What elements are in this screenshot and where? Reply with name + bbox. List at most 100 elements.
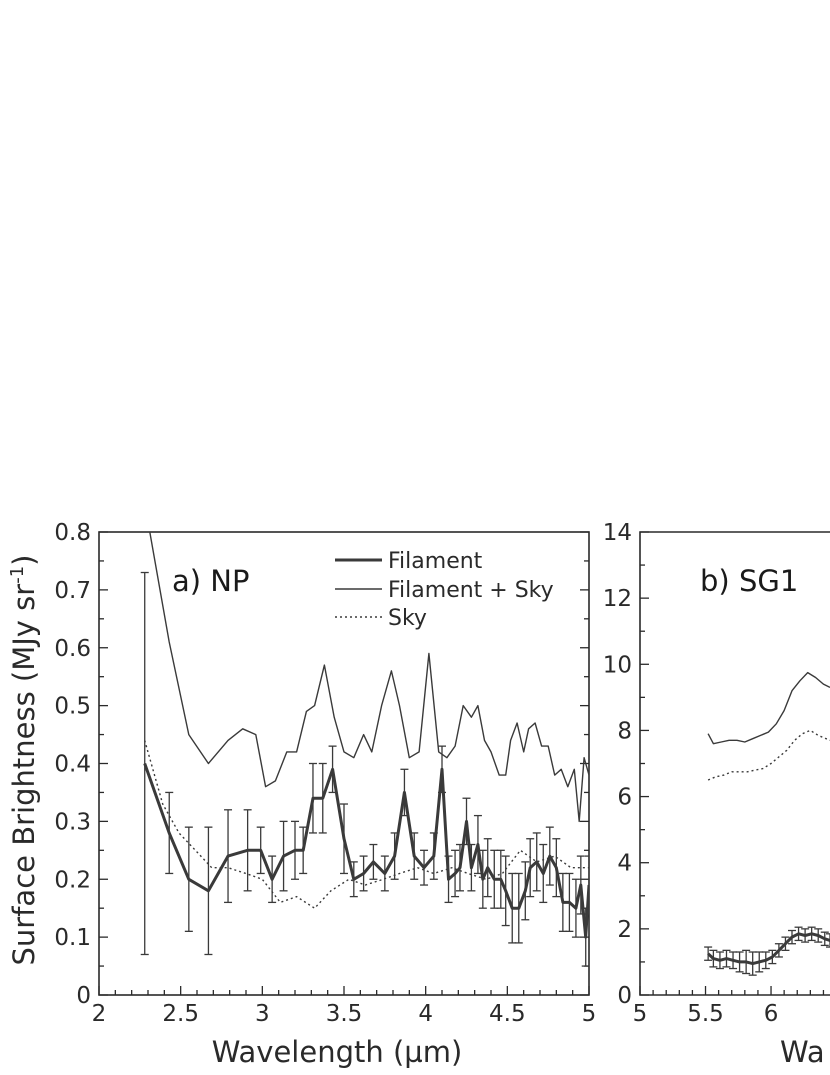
error-bar: [545, 826, 554, 886]
y-axis-title: Surface Brightness (MJy sr-1): [7, 555, 41, 966]
error-bar: [165, 791, 174, 875]
error-bar: [585, 855, 589, 915]
error-bar: [349, 861, 358, 898]
error-bar: [369, 843, 378, 880]
y-tick-label: 0.4: [54, 752, 91, 778]
legend-label-sky: Sky: [388, 606, 427, 631]
error-bar: [501, 855, 510, 927]
error-bar: [467, 843, 476, 892]
y-tick-label: 6: [617, 785, 632, 811]
error-bar: [328, 745, 337, 794]
error-bar: [291, 820, 299, 880]
y-tick-label: 0.3: [54, 809, 91, 835]
error-bar: [774, 943, 783, 958]
x-tick-label: 3.5: [326, 1001, 363, 1027]
panel-b-ticks: 5 5.5 6 0 2 4 6 8 10 12 14: [603, 520, 825, 1027]
y-axis-title-close: ): [7, 555, 41, 566]
error-bar: [576, 855, 585, 915]
error-bar: [781, 936, 790, 952]
x-tick-label: 2.5: [162, 1001, 199, 1027]
error-bar: [243, 809, 252, 892]
y-tick-label: 14: [603, 520, 632, 546]
legend-label-filament-sky: Filament + Sky: [388, 578, 554, 603]
error-bar: [444, 855, 453, 904]
error-bar: [256, 826, 265, 875]
error-bar: [359, 855, 368, 892]
error-bar: [140, 571, 149, 956]
error-bar: [390, 832, 399, 880]
panel-b: 5 5.5 6 0 2 4 6 8 10 12 14 b) SG1 Wa: [603, 520, 830, 1069]
y-tick-label: 10: [603, 652, 632, 678]
error-bar: [565, 872, 574, 932]
error-bar: [279, 820, 288, 892]
error-bar: [735, 951, 744, 973]
panel-b-x-axis-title: Wa: [780, 1035, 825, 1069]
x-tick-label: 2: [92, 1001, 107, 1027]
x-tick-label: 5: [582, 1001, 597, 1027]
panel-b-frame: [639, 531, 830, 996]
x-tick-label: 6: [764, 1001, 779, 1027]
error-bar: [429, 832, 438, 880]
panel-a-series: [140, 532, 589, 967]
panel-b-label: b) SG1: [700, 564, 798, 598]
series-line-filament: [143, 763, 589, 939]
y-axis-title-sup: -1: [7, 566, 28, 584]
error-bar: [571, 878, 580, 938]
error-bar: [224, 809, 233, 904]
error-bar: [801, 928, 810, 943]
error-bar: [268, 855, 277, 904]
error-bar: [483, 838, 492, 898]
error-bar: [742, 949, 751, 975]
error-bar: [410, 832, 419, 880]
error-bar: [451, 849, 460, 898]
error-bar: [521, 861, 530, 921]
series-line-thick: [707, 932, 830, 966]
y-tick-label: 0: [76, 983, 91, 1009]
series-line-dotted: [707, 729, 830, 781]
error-bar: [552, 838, 561, 898]
series-line-thin: [707, 671, 830, 745]
legend-label-filament: Filament: [388, 549, 483, 574]
error-bar: [794, 926, 803, 942]
panel-b-series: [704, 671, 830, 976]
error-bar: [184, 826, 193, 932]
y-tick-label: 8: [617, 718, 632, 744]
error-bar: [473, 814, 482, 875]
y-tick-label: 0.7: [54, 578, 91, 604]
x-tick-label: 5.5: [687, 1001, 724, 1027]
error-bar: [788, 929, 796, 945]
error-bar: [807, 926, 816, 942]
legend: Filament Filament + Sky Sky: [335, 549, 554, 631]
series-line-sky: [144, 740, 589, 910]
error-bar: [526, 838, 535, 898]
y-tick-label: 0.5: [54, 694, 91, 720]
y-tick-label: 12: [603, 586, 632, 612]
error-bar: [340, 803, 348, 875]
error-bar: [204, 826, 213, 956]
error-bar: [299, 826, 308, 875]
error-bar: [820, 931, 829, 947]
x-tick-label: 3: [255, 1001, 270, 1027]
error-bar: [532, 832, 541, 892]
y-axis-title-main: Surface Brightness (MJy sr: [7, 584, 41, 966]
error-bar: [380, 855, 389, 892]
x-tick-label: 4.5: [489, 1001, 526, 1027]
error-bar: [761, 951, 770, 970]
error-bar: [722, 949, 731, 968]
x-tick-label: 4: [418, 1001, 433, 1027]
y-tick-label: 0.8: [54, 520, 91, 546]
error-bar: [420, 849, 429, 886]
error-bar: [768, 949, 777, 965]
error-bar: [826, 933, 830, 948]
error-bar: [308, 762, 317, 834]
error-bar: [715, 951, 724, 970]
error-bar: [709, 949, 718, 968]
error-bar: [814, 928, 823, 943]
error-bar: [539, 843, 548, 904]
y-tick-label: 0: [617, 983, 632, 1009]
error-bar: [438, 745, 446, 794]
y-tick-label: 0.6: [54, 636, 91, 662]
x-tick-label: 5: [633, 1001, 648, 1027]
panel-a-x-axis-title: Wavelength (µm): [212, 1035, 463, 1069]
